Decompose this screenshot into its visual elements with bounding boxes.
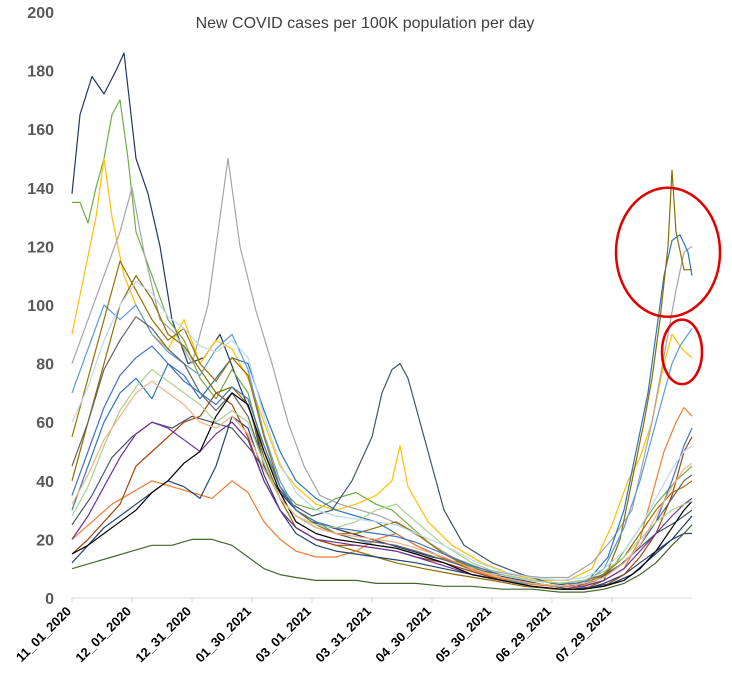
highlight-circle-2 bbox=[660, 318, 704, 386]
x-tick-label: 06_29_2021 bbox=[492, 604, 554, 666]
series-line-10 bbox=[71, 415, 692, 590]
y-tick-label: 100 bbox=[27, 298, 54, 315]
y-tick-label: 60 bbox=[36, 415, 54, 432]
x-tick-label: 04_30_2021 bbox=[372, 604, 434, 666]
y-tick-label: 80 bbox=[36, 357, 54, 374]
y-tick-label: 160 bbox=[27, 122, 54, 139]
series-line-5 bbox=[71, 234, 693, 587]
annotations-layer bbox=[614, 186, 722, 386]
x-tick-label: 12_01_2020 bbox=[72, 604, 134, 666]
series-line-14 bbox=[71, 524, 693, 593]
x-tick-label: 03_31_2021 bbox=[312, 604, 374, 666]
chart-title: New COVID cases per 100K population per … bbox=[196, 15, 535, 32]
y-tick-label: 140 bbox=[27, 181, 54, 198]
x-tick-label: 07_29_2021 bbox=[552, 604, 614, 666]
series-line-17 bbox=[71, 392, 693, 590]
series-line-20 bbox=[71, 281, 693, 581]
y-tick-label: 200 bbox=[27, 5, 54, 22]
x-tick-label: 11_01_2020 bbox=[13, 604, 74, 665]
x-tick-label: 12_31_2020 bbox=[132, 604, 194, 666]
x-tick-label: 03_01_2021 bbox=[252, 604, 314, 666]
series-line-8 bbox=[71, 406, 693, 587]
x-axis: 11_01_202012_01_202012_31_202001_30_2021… bbox=[13, 598, 614, 665]
y-tick-label: 40 bbox=[36, 474, 54, 491]
x-tick-label: 05_30_2021 bbox=[432, 604, 494, 666]
series-line-12 bbox=[71, 316, 693, 584]
series-line-2 bbox=[72, 99, 693, 587]
series-line-11 bbox=[71, 392, 693, 590]
y-tick-label: 180 bbox=[27, 64, 54, 81]
series-line-9 bbox=[71, 304, 693, 587]
y-axis: 0 20 40 60 80 100 120 140 160 180 200 bbox=[27, 5, 54, 608]
series-line-16 bbox=[71, 421, 693, 590]
series-line-4 bbox=[71, 157, 693, 579]
series-line-19 bbox=[71, 380, 693, 587]
x-tick-label: 01_30_2021 bbox=[192, 604, 254, 666]
plot-area bbox=[71, 52, 693, 593]
series-line-18 bbox=[71, 368, 693, 584]
y-tick-label: 0 bbox=[45, 591, 54, 608]
series-line-13 bbox=[71, 260, 693, 587]
y-tick-label: 120 bbox=[27, 239, 54, 256]
y-tick-label: 20 bbox=[36, 532, 54, 549]
highlight-circle-1 bbox=[614, 186, 722, 318]
series-line-15 bbox=[71, 345, 693, 584]
